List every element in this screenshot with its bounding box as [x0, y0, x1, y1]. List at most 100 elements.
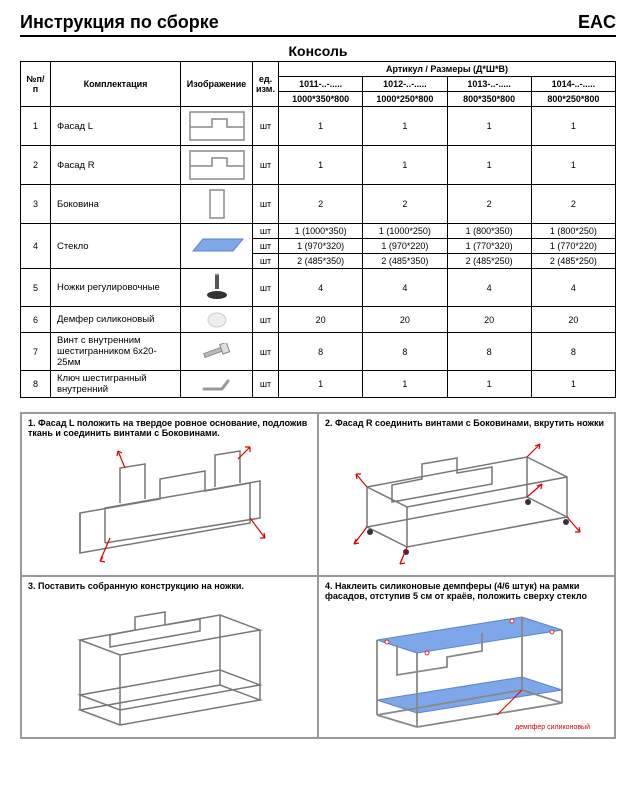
step4-diagram [347, 605, 587, 735]
th-variant: 1014-..-..... [531, 77, 615, 92]
cell-qty: 1 (1000*350) [279, 224, 363, 239]
th-variant: 1013-..-..... [447, 77, 531, 92]
step-text: 2. Фасад R соединить винтами с Боковинам… [325, 418, 608, 428]
cell-qty: 1 [531, 371, 615, 398]
step-3: 3. Поставить собранную конструкцию на но… [21, 576, 318, 739]
table-row: 1Фасад Lшт1111 [21, 107, 616, 146]
cell-num: 7 [21, 333, 51, 371]
cell-image [181, 333, 253, 371]
product-title: Консоль [20, 43, 616, 59]
th-num: №п/п [21, 62, 51, 107]
step-1: 1. Фасад L положить на твердое ровное ос… [21, 413, 318, 576]
cell-name: Ножки регулировочные [51, 269, 181, 307]
page-header: Инструкция по сборке EAC [20, 12, 616, 37]
cell-qty: 8 [531, 333, 615, 371]
cell-qty: 4 [531, 269, 615, 307]
th-size: 1000*350*800 [279, 92, 363, 107]
cell-num: 4 [21, 224, 51, 269]
th-unit: ед. изм. [253, 62, 279, 107]
cell-qty: 2 [279, 185, 363, 224]
step3-diagram [55, 595, 285, 735]
step-4: 4. Наклеить силиконовые демпферы (4/6 шт… [318, 576, 615, 739]
cell-qty: 1 [531, 146, 615, 185]
table-row: 6Демфер силиконовыйшт20202020 [21, 307, 616, 333]
cell-num: 8 [21, 371, 51, 398]
table-row: 8Ключ шестигранный внутреннийшт1111 [21, 371, 616, 398]
step-text: 3. Поставить собранную конструкцию на но… [28, 581, 311, 591]
cell-image [181, 371, 253, 398]
th-name: Комплектация [51, 62, 181, 107]
assembly-steps: 1. Фасад L положить на твердое ровное ос… [20, 412, 616, 739]
th-art: Артикул / Размеры (Д*Ш*В) [279, 62, 616, 77]
cell-unit: шт [253, 239, 279, 254]
cell-qty: 1 [279, 107, 363, 146]
cell-qty: 2 [363, 185, 447, 224]
cell-qty: 1 [279, 371, 363, 398]
cell-unit: шт [253, 107, 279, 146]
cell-name: Фасад R [51, 146, 181, 185]
table-row: 7Винт с внутренним шестигранником 6х20-2… [21, 333, 616, 371]
cell-qty: 1 [363, 107, 447, 146]
parts-table: №п/п Комплектация Изображение ед. изм. А… [20, 61, 616, 398]
cell-image [181, 107, 253, 146]
cell-name: Фасад L [51, 107, 181, 146]
cell-qty: 20 [279, 307, 363, 333]
cell-qty: 2 (485*250) [447, 254, 531, 269]
cell-qty: 2 [447, 185, 531, 224]
th-size: 800*250*800 [531, 92, 615, 107]
cell-qty: 1 [447, 371, 531, 398]
cell-qty: 20 [531, 307, 615, 333]
cell-num: 2 [21, 146, 51, 185]
cell-num: 6 [21, 307, 51, 333]
cell-qty: 2 [531, 185, 615, 224]
cell-qty: 1 (800*250) [531, 224, 615, 239]
cell-qty: 1 (800*350) [447, 224, 531, 239]
cell-unit: шт [253, 224, 279, 239]
cell-qty: 4 [447, 269, 531, 307]
cell-qty: 1 (970*320) [279, 239, 363, 254]
cell-num: 5 [21, 269, 51, 307]
cell-qty: 1 [447, 107, 531, 146]
cell-image [181, 224, 253, 269]
cell-num: 1 [21, 107, 51, 146]
step-text: 1. Фасад L положить на твердое ровное ос… [28, 418, 311, 439]
cell-qty: 1 [447, 146, 531, 185]
table-row: 3Боковинашт2222 [21, 185, 616, 224]
cell-name: Демфер силиконовый [51, 307, 181, 333]
cell-qty: 1 (1000*250) [363, 224, 447, 239]
cell-qty: 1 (970*220) [363, 239, 447, 254]
cell-qty: 2 (485*350) [279, 254, 363, 269]
cell-unit: шт [253, 185, 279, 224]
cell-qty: 4 [363, 269, 447, 307]
th-variant: 1011-..-..... [279, 77, 363, 92]
cell-qty: 8 [447, 333, 531, 371]
step-2: 2. Фасад R соединить винтами с Боковинам… [318, 413, 615, 576]
cell-name: Винт с внутренним шестигранником 6х20-25… [51, 333, 181, 371]
step1-diagram [50, 443, 290, 573]
cell-qty: 2 (485*350) [363, 254, 447, 269]
cell-image [181, 185, 253, 224]
cell-qty: 1 [363, 146, 447, 185]
cell-image [181, 146, 253, 185]
step2-diagram [342, 432, 592, 572]
th-size: 1000*250*800 [363, 92, 447, 107]
cell-qty: 1 [363, 371, 447, 398]
cell-name: Боковина [51, 185, 181, 224]
cell-qty: 20 [363, 307, 447, 333]
cell-qty: 1 [279, 146, 363, 185]
cell-image [181, 307, 253, 333]
cell-unit: шт [253, 333, 279, 371]
cell-unit: шт [253, 254, 279, 269]
cell-qty: 8 [279, 333, 363, 371]
cell-qty: 8 [363, 333, 447, 371]
cell-qty: 2 (485*250) [531, 254, 615, 269]
cell-name: Стекло [51, 224, 181, 269]
cell-qty: 1 [531, 107, 615, 146]
cell-name: Ключ шестигранный внутренний [51, 371, 181, 398]
cell-unit: шт [253, 307, 279, 333]
damper-label: демпфер силиконовый [515, 724, 590, 731]
cell-unit: шт [253, 371, 279, 398]
cell-num: 3 [21, 185, 51, 224]
cell-qty: 20 [447, 307, 531, 333]
th-img: Изображение [181, 62, 253, 107]
